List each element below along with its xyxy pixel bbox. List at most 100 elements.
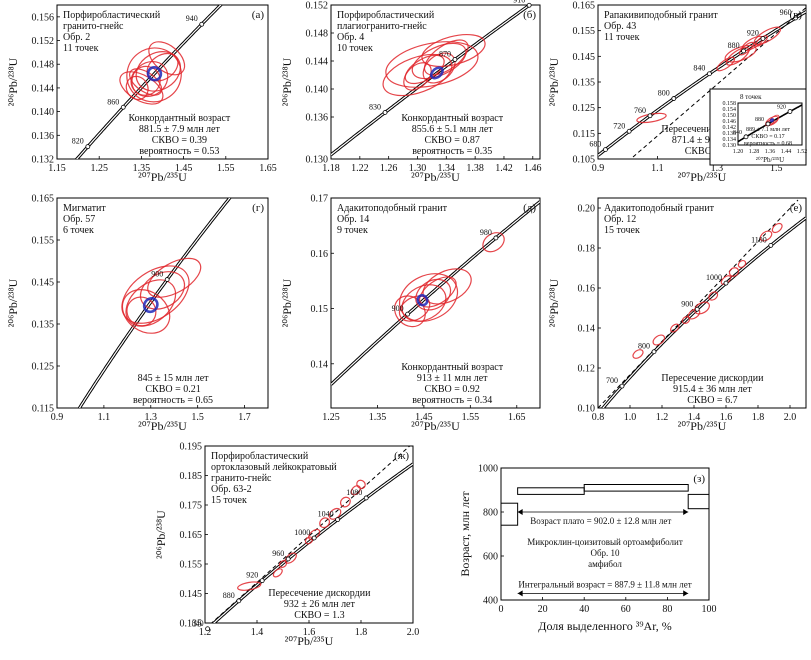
y-tick-label: 0.136	[306, 113, 329, 124]
error-ellipse	[125, 75, 149, 101]
sample-label: Обр. 2	[63, 32, 90, 43]
panel-letter: (г)	[252, 202, 264, 214]
age-marker	[768, 243, 774, 248]
sample-label: 10 точек	[337, 43, 373, 54]
chart-panel-zh: 1.2 1.4 1.6 1.8 2.0 0.135 0.145 0.155 0.165 0.175…	[154, 442, 419, 649]
x-tick-label: 1.55	[462, 412, 480, 423]
y-tick-label: 0.105	[573, 155, 596, 166]
age-marker	[694, 306, 700, 312]
x-tick-label: 1.4	[688, 412, 701, 423]
x-tick-label: 1.0	[624, 412, 637, 423]
y-tick-label: 0.135	[180, 619, 203, 630]
y-tick-label: 0.17	[311, 194, 329, 205]
plot-frame	[500, 467, 710, 601]
y-tick-label: 0.165	[573, 1, 596, 12]
sample-label: плагиогранито-гнейс	[337, 21, 427, 32]
sample-label: Обр. 43	[604, 21, 636, 32]
result-label: СКВО = 0.92	[425, 384, 480, 395]
y-tick-label: 0.125	[32, 362, 55, 373]
sample-label: 15 точек	[604, 225, 640, 236]
y-tick-label: 800	[483, 508, 498, 519]
error-ellipse	[716, 56, 736, 72]
x-tick-label: 80	[662, 604, 672, 615]
y-tick-label: 0.15	[311, 304, 329, 315]
age-marker	[363, 495, 369, 501]
chart-panel-d: 1.25 1.35 1.45 1.55 1.65 0.14 0.15 0.16 0.17 900 9…	[280, 194, 541, 433]
age-marker	[199, 21, 205, 27]
age-label: 880	[755, 117, 764, 123]
concordant-ellipse	[416, 294, 429, 307]
panel-letter: (ж)	[394, 450, 409, 462]
age-marker	[311, 535, 317, 541]
y-tick-label: 400	[483, 596, 498, 607]
panel-letter: (е)	[790, 202, 803, 214]
sample-label: Адакитоподобный гранит	[604, 203, 715, 214]
x-axis-label: ²⁰⁷Pb/²³⁵U	[285, 634, 334, 648]
result-label: вероятность = 0.65	[133, 395, 213, 406]
inset-y-tick-label: 0.134	[723, 137, 737, 143]
result-label: СКВО = 0.39	[152, 135, 207, 146]
error-ellipse	[415, 278, 452, 311]
age-label: 800	[638, 342, 650, 351]
age-marker	[793, 15, 798, 21]
concordant-ellipse	[146, 65, 163, 82]
result-label: вероятность = 0.34	[412, 395, 492, 406]
x-tick-label: 60	[621, 604, 631, 615]
y-tick-label: 0.145	[573, 52, 596, 63]
x-tick-label: 1.1	[98, 412, 111, 423]
sample-label: Микроклин-цоизитовый ортоамфиболит	[527, 537, 683, 547]
error-ellipse	[278, 560, 288, 568]
age-marker	[651, 349, 657, 355]
y-axis-label: ²⁰⁶Pb/²³⁸U	[154, 510, 168, 559]
inset-result-label: вероятность = 0.68	[744, 141, 792, 147]
inset-concordant-ellipse	[769, 118, 775, 123]
x-tick-label: 1.65	[508, 412, 526, 423]
age-label: 860	[107, 97, 119, 106]
chart-panel-g: 0.9 1.1 1.3 1.5 1.7 0.115 0.125 0.135 0.145 0.155…	[6, 194, 269, 433]
x-tick-label: 40	[579, 604, 589, 615]
error-ellipse	[328, 507, 342, 520]
y-tick-label: 0.136	[32, 131, 55, 142]
result-label: 881.5 ± 7.9 млн лет	[139, 124, 221, 135]
age-label: 840	[192, 619, 204, 628]
error-ellipse	[422, 52, 456, 84]
x-tick-label: 1.26	[380, 163, 398, 174]
panel-letter: (в)	[789, 9, 802, 21]
error-ellipse	[423, 39, 469, 76]
age-label: 680	[589, 140, 601, 149]
x-tick-label: 1.25	[90, 163, 108, 174]
x-tick-label: 1.15	[48, 163, 66, 174]
x-tick-label: 2.0	[407, 627, 420, 638]
sample-label: Рапакивиподобный гранит	[604, 10, 718, 21]
error-ellipse	[126, 296, 157, 327]
y-tick-label: 0.115	[573, 129, 595, 140]
result-label: вероятность = 0.53	[139, 146, 219, 157]
spectrum-step	[500, 502, 519, 526]
concordia-curve	[77, 198, 232, 408]
age-label: 920	[777, 105, 786, 111]
x-axis-label: ²⁰⁷Pb/²³⁵U	[411, 419, 460, 433]
chart-panel-a: 1.15 1.25 1.35 1.45 1.55 1.65 0.132 0.136 0.140 0…	[6, 4, 277, 184]
concordia-line-inner	[598, 11, 806, 156]
age-label: 820	[72, 137, 84, 146]
y-tick-label: 1000	[478, 464, 498, 475]
y-tick-label: 0.16	[311, 249, 329, 260]
x-tick-label: 1.8	[752, 412, 765, 423]
y-tick-label: 0.18	[578, 244, 596, 255]
result-label: Конкордантный возраст	[401, 113, 503, 124]
panel-letter: (а)	[252, 9, 265, 21]
sample-label: гранито-гнейс	[211, 473, 272, 484]
age-marker	[493, 235, 499, 241]
inset-y-tick-label: 0.158	[723, 101, 737, 107]
age-label: 1000	[294, 528, 310, 537]
error-ellipse	[681, 316, 691, 324]
age-marker	[285, 556, 291, 562]
age-label: 800	[658, 89, 670, 98]
x-tick-label: 1.38	[466, 163, 484, 174]
y-tick-label: 0.152	[306, 1, 329, 12]
concordia-curve	[598, 6, 806, 159]
x-tick-label: 1.55	[217, 163, 235, 174]
error-ellipse	[272, 568, 283, 578]
x-tick-label: 2.0	[784, 412, 797, 423]
y-tick-label: 0.144	[32, 83, 55, 94]
